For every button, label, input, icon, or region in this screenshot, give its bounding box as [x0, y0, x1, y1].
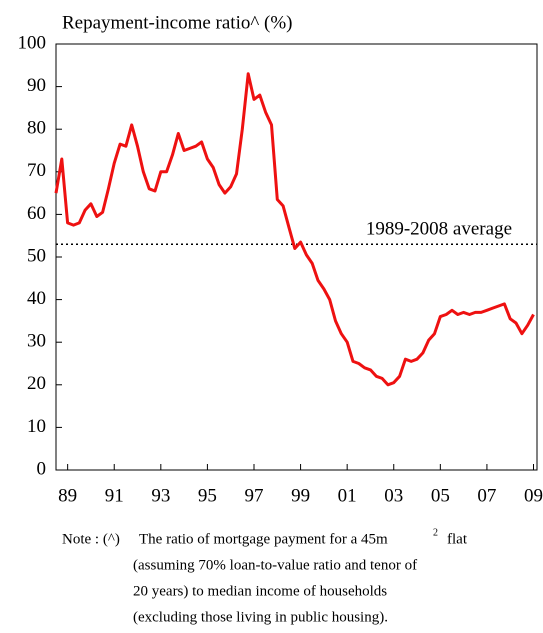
y-tick-label: 50 [27, 245, 46, 266]
y-tick-label: 70 [27, 160, 46, 181]
x-tick-label: 89 [58, 485, 77, 506]
plot-frame [55, 43, 538, 471]
x-tick-label: 07 [477, 485, 496, 506]
x-tick-label: 97 [244, 485, 263, 506]
y-tick-label: 0 [37, 458, 47, 479]
chart-title: Repayment-income ratio^ (%) [62, 12, 293, 33]
note-line: (assuming 70% loan-to-value ratio and te… [133, 557, 417, 573]
x-tick-label: 05 [431, 485, 450, 506]
x-tick-label: 01 [338, 485, 357, 506]
note-line: 20 years) to median income of households [133, 583, 387, 599]
y-tick-label: 90 [27, 75, 46, 96]
x-tick-label: 09 [524, 485, 543, 506]
note-head: Note : (^) [62, 531, 120, 547]
note-line: (excluding those living in public housin… [133, 609, 388, 625]
y-tick-label: 40 [27, 288, 46, 309]
y-tick-label: 80 [27, 118, 46, 139]
note-line: The ratio of mortgage payment for a 45m [139, 531, 388, 547]
x-tick-label: 91 [105, 485, 124, 506]
y-tick-label: 60 [27, 203, 46, 224]
x-tick-label: 03 [384, 485, 403, 506]
y-tick-label: 20 [27, 373, 46, 394]
x-tick-label: 99 [291, 485, 310, 506]
note-sup: 2 [433, 527, 438, 538]
y-tick-label: 100 [18, 32, 47, 53]
note-line: flat [447, 531, 468, 547]
x-tick-label: 95 [198, 485, 217, 506]
x-tick-label: 93 [151, 485, 170, 506]
data-line [54, 72, 535, 387]
y-tick-label: 10 [27, 416, 46, 437]
y-tick-label: 30 [27, 331, 46, 352]
average-label: 1989-2008 average [366, 219, 512, 240]
